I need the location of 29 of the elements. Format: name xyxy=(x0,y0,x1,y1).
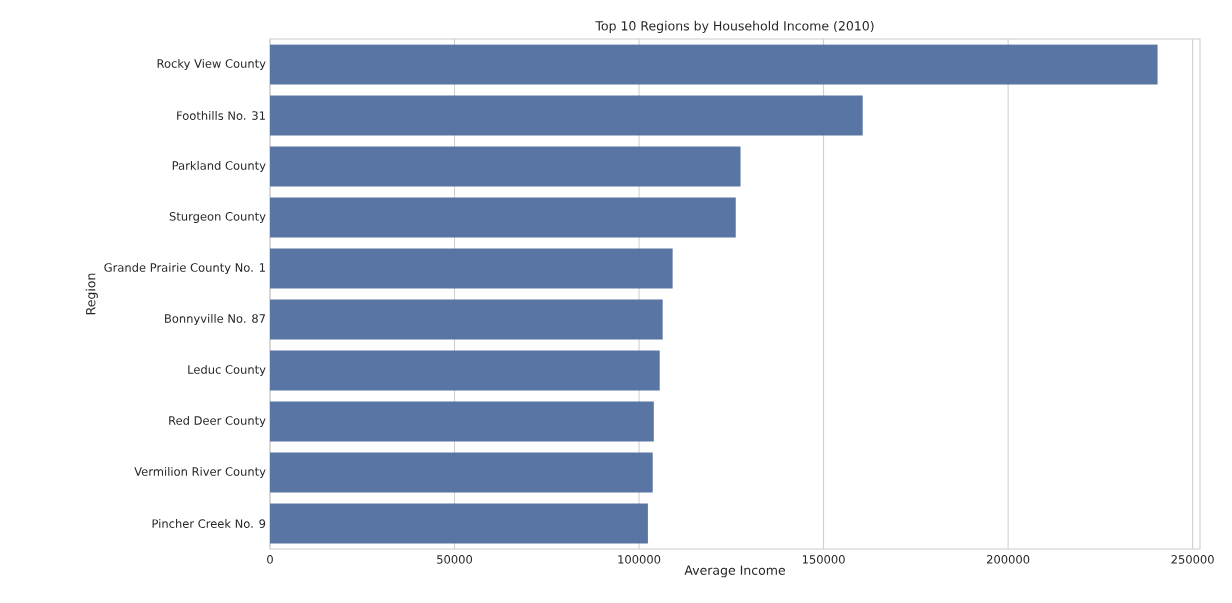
y-tick-label: Pincher Creek No. 9 xyxy=(152,519,266,528)
bar xyxy=(270,503,648,544)
bar xyxy=(270,146,741,187)
bar xyxy=(270,452,653,493)
x-tick-label: 0 xyxy=(267,555,273,564)
y-tick-label: Grande Prairie County No. 1 xyxy=(104,262,265,275)
x-axis-title: Average Income xyxy=(684,565,785,578)
x-tick-label: 150000 xyxy=(802,555,845,564)
bar xyxy=(270,95,863,136)
y-tick-label: Red Deer County xyxy=(169,415,266,428)
y-tick-label: Rocky View County xyxy=(157,58,266,71)
bar xyxy=(270,44,1158,85)
y-tick-label: Leduc County xyxy=(188,364,266,377)
y-tick-label: Parkland County xyxy=(172,160,266,173)
bar xyxy=(270,401,654,442)
chart-title: Top 10 Regions by Household Income (2010) xyxy=(595,20,874,33)
x-tick-label: 50000 xyxy=(437,555,473,564)
x-tick-label: 200000 xyxy=(987,555,1030,564)
y-tick-label: Vermilion River County xyxy=(134,466,266,479)
bar xyxy=(270,299,663,340)
y-tick-label: Sturgeon County xyxy=(169,212,266,223)
y-tick-label: Foothills No. 31 xyxy=(177,111,265,120)
x-tick-label: 250000 xyxy=(1171,555,1214,564)
bar xyxy=(270,350,660,391)
y-tick-label: Bonnyville No. 87 xyxy=(165,313,265,326)
x-tick-label: 100000 xyxy=(618,555,661,564)
bar xyxy=(270,248,673,289)
y-axis-title: Region xyxy=(85,273,98,315)
bar xyxy=(270,197,736,238)
